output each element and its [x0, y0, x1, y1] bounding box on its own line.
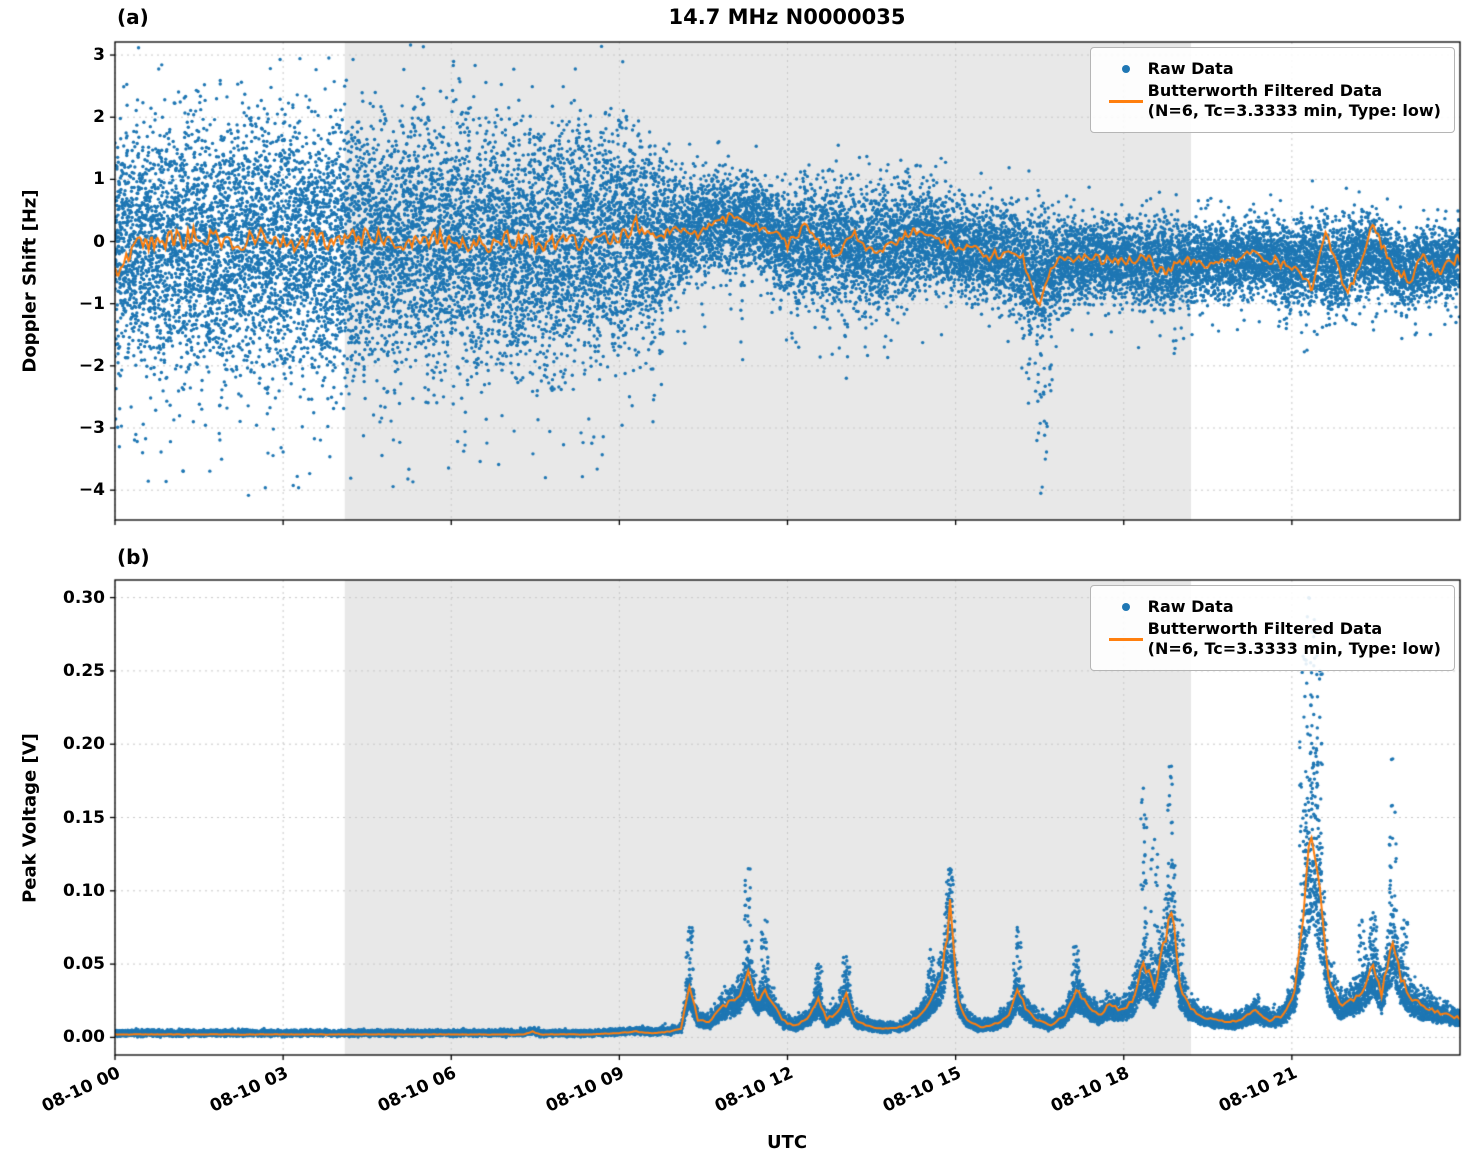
y-tick-label-doppler: −1: [78, 293, 105, 314]
x-axis-label: UTC: [766, 1132, 808, 1153]
y-axis-label-voltage: Peak Voltage [V]: [19, 733, 41, 903]
y-tick-label-doppler: −4: [78, 480, 105, 501]
y-tick-label-voltage: 0.30: [63, 587, 105, 608]
y-tick-label-voltage: 0.15: [63, 807, 105, 828]
y-tick-label-voltage: 0.05: [63, 954, 105, 975]
filtered-line-icon: [1108, 99, 1143, 103]
panel-b-label: (b): [117, 545, 150, 569]
filtered-line-icon: [1108, 637, 1143, 641]
raw-data-dot-icon: [1121, 603, 1130, 611]
panel-a-label: (a): [117, 5, 149, 29]
y-tick-label-doppler: 1: [93, 169, 105, 190]
legend-raw-label: Raw Data: [1147, 59, 1234, 78]
y-tick-label-voltage: 0.00: [63, 1027, 105, 1048]
chart-title: 14.7 MHz N0000035: [668, 5, 906, 29]
y-tick-label-voltage: 0.20: [63, 734, 105, 755]
legend-raw-label: Raw Data: [1147, 597, 1234, 616]
legend-filtered-params: (N=6, Tc=3.3333 min, Type: low): [1147, 101, 1441, 120]
legend-filtered-params: (N=6, Tc=3.3333 min, Type: low): [1147, 639, 1441, 658]
legend-panel-a: Raw Data Butterworth Filtered Data (N=6,…: [1089, 47, 1455, 133]
y-tick-label-voltage: 0.25: [63, 660, 105, 681]
legend-panel-b: Raw Data Butterworth Filtered Data (N=6,…: [1089, 585, 1455, 671]
y-axis-label-doppler: Doppler Shift [Hz]: [19, 189, 41, 373]
raw-data-dot-icon: [1121, 65, 1130, 73]
legend-entry-filtered: Butterworth Filtered Data (N=6, Tc=3.333…: [1104, 81, 1441, 121]
legend-filtered-label: Butterworth Filtered Data: [1147, 81, 1383, 100]
y-tick-label-doppler: 3: [93, 45, 105, 66]
y-tick-label-doppler: 2: [93, 107, 105, 128]
legend-entry-raw: Raw Data: [1104, 59, 1441, 79]
y-tick-label-doppler: −3: [78, 418, 105, 438]
y-tick-label-doppler: −2: [78, 355, 105, 376]
legend-entry-filtered: Butterworth Filtered Data (N=6, Tc=3.333…: [1104, 619, 1441, 659]
y-tick-label-doppler: 0: [93, 231, 105, 252]
legend-entry-raw: Raw Data: [1104, 597, 1441, 617]
y-tick-label-voltage: 0.10: [63, 880, 105, 901]
legend-filtered-label: Butterworth Filtered Data: [1147, 619, 1383, 638]
